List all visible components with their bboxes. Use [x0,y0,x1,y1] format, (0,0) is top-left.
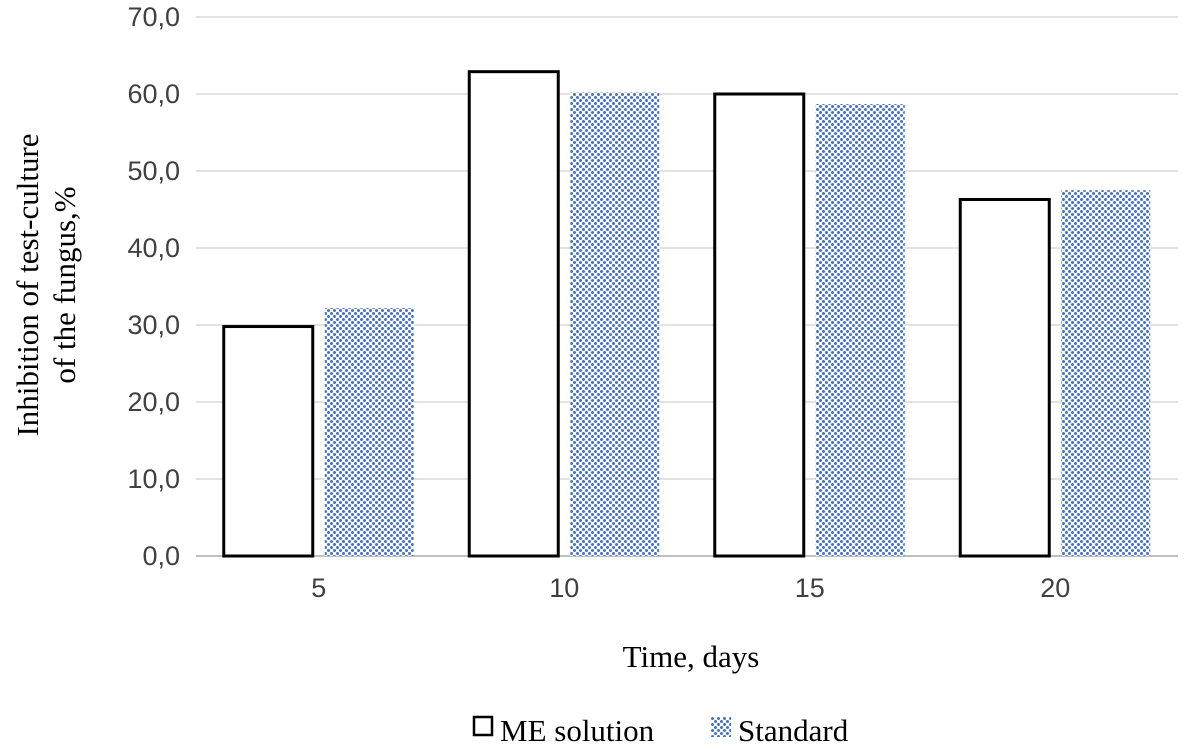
y-axis-ticks: 0,0 10,0 20,0 30,0 40,0 50,0 60,0 70,0 [127,2,180,571]
y-tick-label: 40,0 [127,233,180,263]
bar-standard-15 [815,104,905,556]
legend-label-standard: Standard [738,713,849,748]
y-tick-label: 60,0 [127,79,180,109]
x-axis-title: Time, days [623,639,760,674]
y-tick-label: 10,0 [127,464,180,494]
y-axis-title-line-2: of the fungus,% [47,186,82,383]
y-tick-label: 30,0 [127,310,180,340]
x-tick-label: 20 [1040,573,1070,603]
y-tick-label: 70,0 [127,2,180,32]
legend: ME solution Standard [472,713,849,748]
bars [222,70,1151,558]
bar-me-solution-20 [958,197,1051,558]
x-tick-label: 10 [549,573,579,603]
bar-me-solution-5 [222,325,315,558]
bar-standard-5 [324,308,414,556]
x-tick-label: 5 [311,573,326,603]
y-tick-label: 50,0 [127,156,180,186]
bar-me-solution-15 [713,92,806,558]
legend-swatch-standard [711,717,731,737]
bar-standard-20 [1061,190,1151,556]
y-tick-label: 0,0 [142,541,180,571]
bar-me-solution-10 [467,70,560,558]
y-tick-label: 20,0 [127,387,180,417]
x-tick-label: 15 [795,573,825,603]
y-axis-title-line-1: Inhibition of test-culture [10,133,45,436]
bar-standard-10 [570,92,660,557]
legend-label-me-solution: ME solution [500,713,655,748]
x-axis-ticks: 5 10 15 20 [311,573,1070,603]
y-axis-title: Inhibition of test-culture of the fungus… [10,133,82,436]
legend-swatch-me-solution [472,715,494,737]
